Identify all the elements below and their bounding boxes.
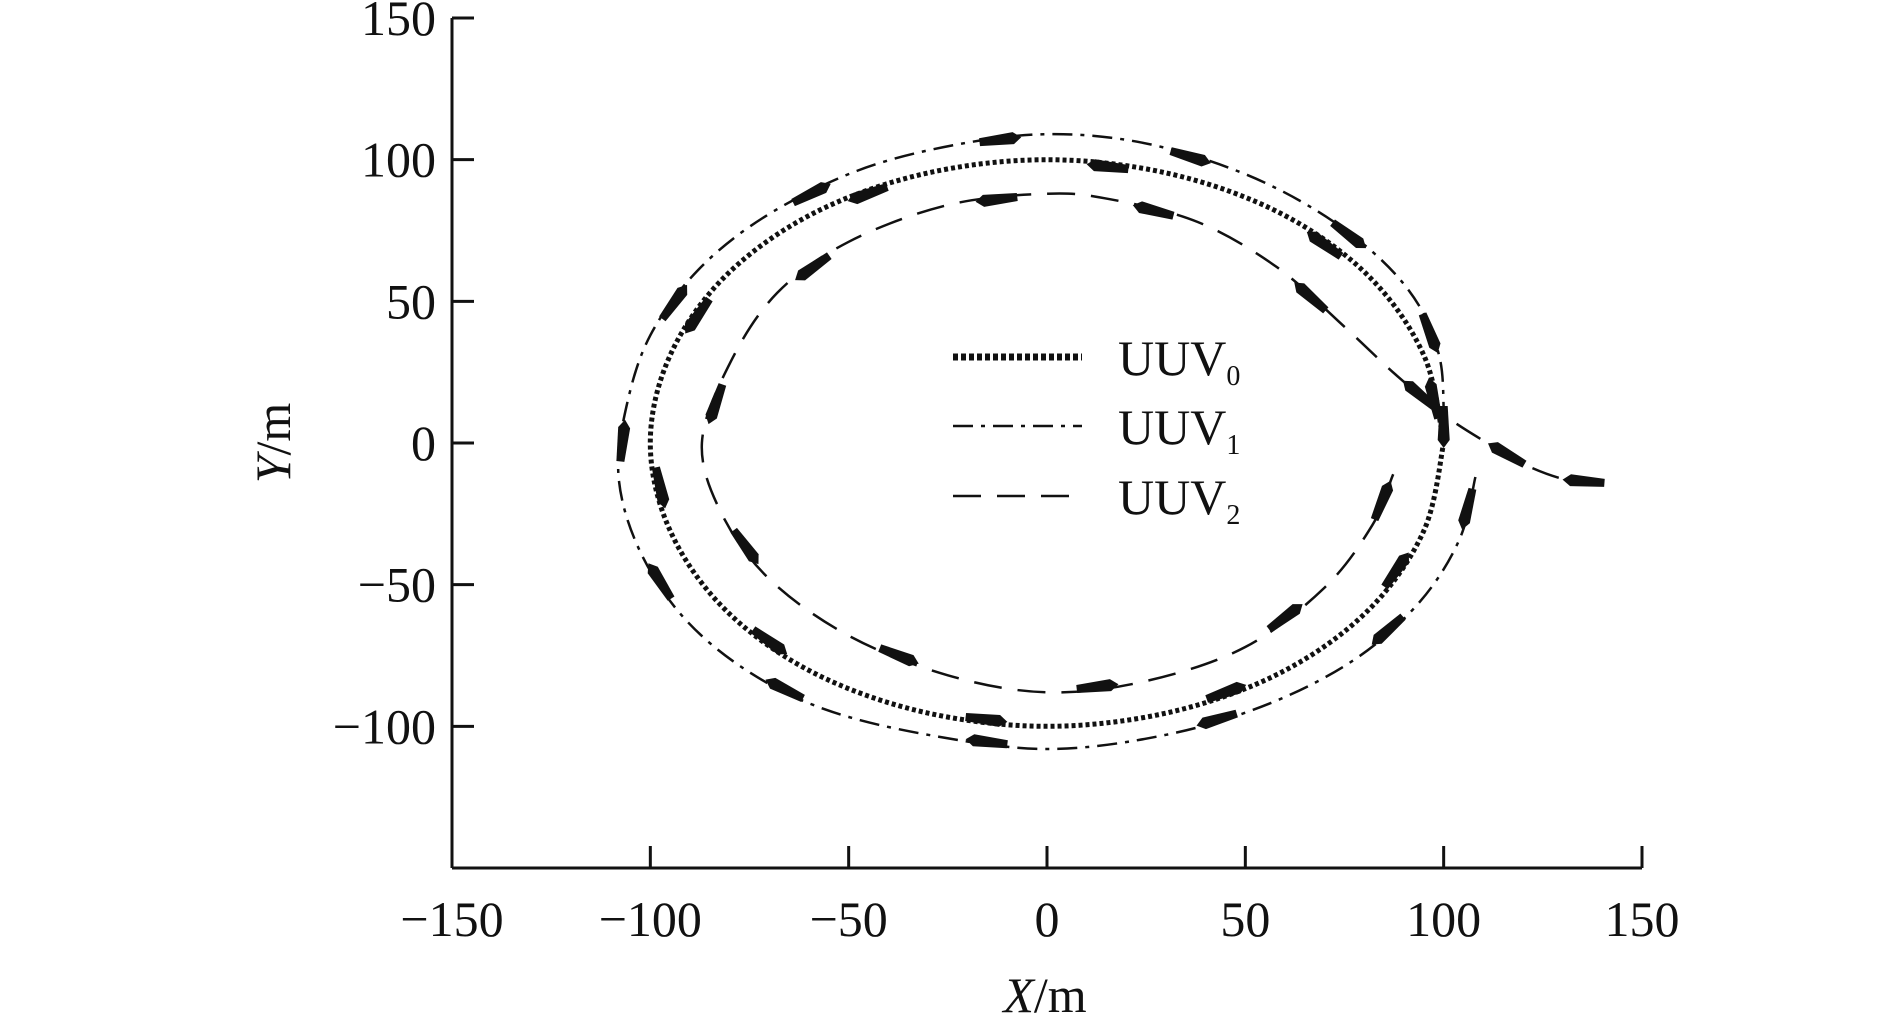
uuv-marker: [1371, 613, 1406, 645]
uuv-marker: [765, 677, 805, 703]
uuv-marker: [1402, 380, 1438, 411]
legend-label-uuv0: UUV0: [1118, 330, 1240, 392]
x-tick-label: −100: [599, 891, 702, 947]
uuv-marker: [795, 252, 832, 281]
uuv-marker: [1437, 406, 1450, 448]
uuv-marker: [878, 644, 919, 667]
uuv-marker: [1205, 681, 1247, 703]
legend-item-uuv1: UUV1: [953, 399, 1240, 461]
y-ticks: −100 −50 0 50 100 150: [333, 0, 474, 754]
uuv-marker: [1562, 474, 1605, 487]
uuv-marker: [965, 713, 1008, 727]
uuv-marker: [1196, 709, 1238, 730]
uuv-marker: [847, 183, 889, 205]
uuv-marker: [1487, 442, 1527, 468]
legend-item-uuv2: UUV2: [953, 469, 1240, 531]
legend: UUV0 UUV1 UUV2: [953, 330, 1240, 531]
y-axis-label: Y/m: [245, 403, 301, 484]
legend-item-uuv0: UUV0: [953, 330, 1240, 392]
uuv-marker: [1076, 679, 1119, 693]
y-tick-label: 100: [361, 132, 436, 188]
uuv-marker: [1418, 312, 1441, 353]
uuv-marker: [684, 296, 713, 334]
uuv-marker: [750, 626, 788, 655]
uuv-marker: [791, 182, 831, 207]
series-line-uuv2: [700, 192, 1603, 694]
x-tick-label: 0: [1035, 891, 1060, 947]
legend-label-uuv1: UUV1: [1118, 399, 1240, 461]
uuv-marker: [1132, 201, 1175, 220]
uuv-marker: [1266, 604, 1303, 633]
legend-label-uuv2: UUV2: [1118, 469, 1240, 531]
x-tick-label: 150: [1605, 891, 1680, 947]
uuv-marker: [1424, 377, 1443, 420]
uuv-marker: [1086, 159, 1129, 174]
y-tick-label: 50: [386, 273, 436, 329]
uuv-marker: [1306, 231, 1344, 260]
vehicle-markers: [616, 132, 1605, 749]
uuv-marker: [1458, 487, 1477, 530]
uuv-marker: [652, 466, 670, 509]
x-tick-label: 100: [1406, 891, 1481, 947]
axes: −150 −100 −50 0 50 100 150 −100 −50 0 50 100 150: [333, 0, 1680, 947]
uuv-marker: [1294, 282, 1329, 314]
uuv-marker: [705, 383, 727, 425]
uuv-marker: [730, 527, 759, 565]
uuv-marker: [647, 563, 675, 601]
uuv-marker: [1370, 480, 1394, 522]
uuv-marker: [659, 284, 688, 322]
y-tick-label: 150: [361, 0, 436, 46]
x-tick-label: 50: [1220, 891, 1270, 947]
x-tick-label: −50: [810, 891, 888, 947]
y-tick-label: −50: [358, 557, 436, 613]
uuv-marker: [1169, 147, 1211, 167]
x-tick-label: −150: [400, 891, 503, 947]
x-ticks: −150 −100 −50 0 50 100 150: [400, 846, 1680, 947]
uuv-marker: [1330, 219, 1367, 249]
uuv-marker: [616, 419, 631, 462]
y-tick-label: −100: [333, 698, 436, 754]
uuv-marker: [965, 734, 1008, 749]
uuv-marker: [1381, 552, 1410, 590]
y-tick-label: 0: [411, 415, 436, 471]
x-axis-label: X/m: [1001, 967, 1086, 1023]
series-line-uuv1: [616, 132, 1477, 751]
trajectory-curves: [616, 132, 1603, 751]
uuv-marker: [979, 132, 1022, 147]
uuv-marker: [975, 193, 1018, 207]
